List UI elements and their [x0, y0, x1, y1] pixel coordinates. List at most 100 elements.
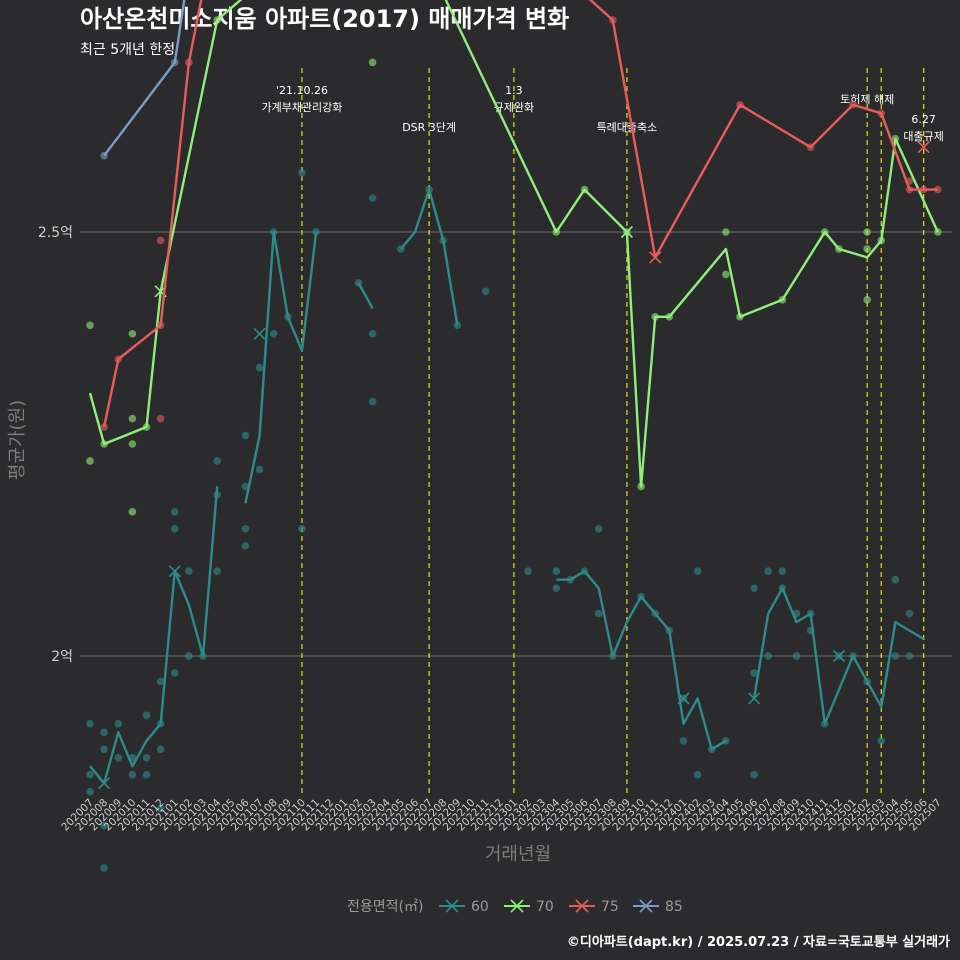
data-point [86, 720, 94, 728]
data-point [213, 567, 221, 575]
x-marker [253, 327, 266, 340]
series-line [399, 188, 459, 326]
data-point [185, 567, 193, 575]
legend-label: 60 [471, 899, 489, 915]
x-marker [748, 692, 761, 705]
data-point [594, 525, 603, 533]
data-point [170, 508, 179, 516]
data-point [693, 567, 702, 575]
data-point [142, 770, 151, 779]
data-point [213, 457, 221, 465]
data-point [156, 804, 165, 813]
data-point [722, 228, 730, 236]
data-point [128, 508, 137, 516]
y-tick-label: 2억 [51, 649, 73, 665]
series-line [88, 0, 939, 488]
data-point [891, 575, 900, 584]
data-point [114, 753, 123, 762]
data-point [764, 567, 773, 575]
chart-caption: ©디아파트(dapt.kr) / 2025.07.23 / 자료=국토교통부 실… [567, 934, 950, 950]
series-line [244, 230, 318, 504]
data-point [368, 329, 377, 338]
x-marker [649, 251, 662, 264]
data-point [764, 652, 773, 660]
series-line [103, 0, 186, 157]
event-label: 가계부채관리강화 [261, 101, 342, 114]
data-point [100, 821, 108, 830]
data-point [241, 541, 250, 550]
data-point [86, 457, 94, 465]
data-point [368, 194, 377, 202]
legend-key-x [510, 899, 524, 913]
data-point [114, 720, 123, 728]
series-85 [100, 0, 186, 160]
data-point [750, 770, 758, 779]
series-line [89, 486, 219, 785]
data-point [679, 737, 688, 745]
data-point [128, 414, 137, 423]
data-point [877, 737, 886, 745]
legend: 전용면적(㎡) 60 70 75 85 [347, 899, 683, 915]
data-point [298, 525, 306, 533]
data-point [863, 228, 871, 236]
series-75 [100, 0, 942, 431]
data-point [100, 864, 108, 872]
data-point [722, 270, 730, 279]
data-point [128, 440, 137, 448]
series-line [102, 0, 938, 428]
series-layer [86, 0, 942, 872]
data-point [269, 329, 278, 338]
data-point [100, 728, 108, 737]
legend-label: 75 [601, 899, 619, 915]
data-point [170, 525, 179, 533]
data-point [524, 567, 532, 575]
event-label: 특례대출축소 [597, 121, 658, 134]
data-point [368, 58, 377, 67]
x-marker [620, 225, 634, 239]
data-point [750, 584, 758, 592]
data-point [552, 584, 561, 592]
y-axis-ticks: 2억2.5억3억 [38, 225, 73, 665]
data-point [128, 329, 137, 338]
data-point [368, 397, 377, 406]
data-point [905, 652, 914, 660]
x-axis-ticks: 2020072020082020092020102020112020122021… [59, 796, 944, 833]
data-point [693, 770, 702, 779]
data-point [86, 321, 94, 330]
x-marker [677, 692, 690, 705]
x-marker [832, 649, 845, 663]
data-point [255, 465, 264, 474]
event-label: 대출규제 [903, 130, 943, 143]
data-point [86, 787, 94, 796]
data-point [255, 363, 264, 372]
data-point [86, 770, 94, 779]
event-label: '21.10.26 [276, 84, 328, 97]
x-axis-label: 거래년월 [485, 844, 551, 865]
data-point [891, 652, 900, 660]
data-point [170, 669, 179, 677]
data-point [100, 745, 108, 754]
data-point [863, 245, 871, 253]
data-point [241, 525, 250, 533]
x-marker [98, 777, 111, 790]
y-tick-label: 2.5억 [38, 225, 73, 241]
data-point [905, 609, 914, 618]
legend-key-x [445, 899, 459, 913]
x-marker [917, 141, 930, 154]
legend-key-x [575, 899, 589, 913]
legend-label: 85 [665, 899, 683, 915]
data-point [750, 669, 758, 677]
event-label: 1.3 [505, 84, 523, 97]
event-label: 6.27 [911, 113, 936, 126]
data-point [156, 677, 165, 686]
chart-title: 아산온천미소지움 아파트(2017) 매매가격 변화 [80, 5, 569, 33]
series-line [357, 282, 374, 309]
data-point [594, 609, 603, 618]
data-point [792, 652, 801, 660]
series-line [556, 570, 727, 751]
legend-title: 전용면적(㎡) [347, 899, 423, 915]
event-label: 규제완화 [494, 101, 534, 114]
series-line [752, 587, 925, 725]
